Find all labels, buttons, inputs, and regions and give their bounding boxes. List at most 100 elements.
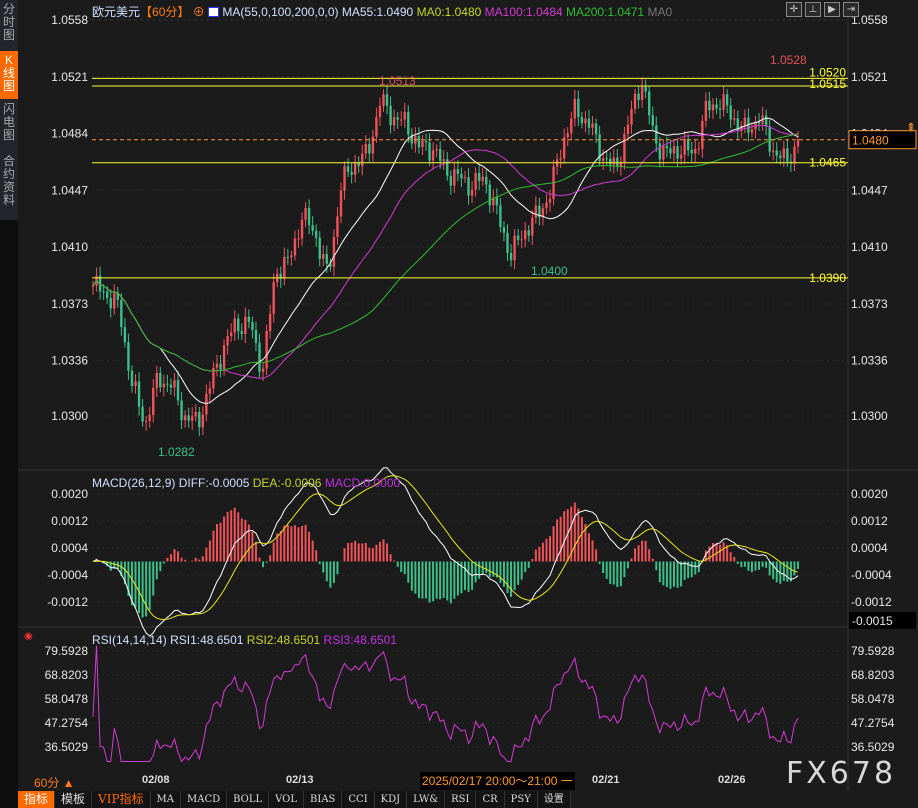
candle-body — [541, 208, 545, 218]
macd-y-tick-right: 0.0012 — [851, 514, 888, 528]
current-price-box — [848, 130, 917, 150]
jump-right-icon[interactable]: ⇥ — [843, 2, 859, 17]
candle-body — [120, 299, 123, 328]
candle-body — [750, 129, 754, 133]
candle-body — [509, 253, 513, 261]
candle-body — [573, 98, 577, 119]
tab-2[interactable]: VIP指标 — [92, 791, 151, 808]
candle-body — [637, 93, 640, 100]
candle-body — [304, 208, 307, 220]
rsi-y-tick-right: 58.0478 — [851, 692, 895, 706]
candle-body — [113, 293, 116, 309]
tab-0[interactable]: 指标 — [18, 791, 56, 808]
tab-4[interactable]: MACD — [180, 791, 228, 808]
tab-6[interactable]: VOL — [269, 791, 305, 808]
y-tick-left: 1.0558 — [51, 13, 88, 27]
candle-body — [495, 197, 499, 206]
sidebar-item-kline[interactable]: K线图 — [0, 51, 18, 99]
macd-y-tick-right: -0.0004 — [851, 568, 892, 582]
sidebar-item-timeshare[interactable]: 分时图 — [2, 2, 15, 42]
tab-10[interactable]: LW& — [407, 791, 446, 808]
candle-body — [570, 118, 573, 134]
candle-body — [630, 108, 633, 125]
candle-body — [591, 123, 594, 128]
y-tick-right: 1.0558 — [851, 13, 888, 27]
rsi-y-tick: 79.5928 — [45, 644, 89, 658]
sidebar-item-contract-info[interactable]: 合约资料 — [2, 154, 15, 207]
candle-body — [187, 415, 190, 421]
tab-3[interactable]: MA — [150, 791, 181, 808]
indicator-chart-icon[interactable] — [208, 7, 220, 17]
period-label[interactable]: 【60分】 — [140, 5, 190, 19]
candle-body — [247, 316, 251, 323]
add-icon[interactable]: ⊕ — [192, 5, 205, 19]
candle-body — [764, 115, 768, 127]
tab-11[interactable]: RSI — [445, 791, 477, 808]
play-icon[interactable]: ▶ — [824, 2, 840, 17]
candle-body — [609, 158, 612, 165]
candle-body — [623, 134, 626, 163]
candle-body — [534, 205, 538, 218]
rsi-y-tick-right: 79.5928 — [851, 644, 895, 658]
candle-body — [219, 363, 222, 370]
candle-body — [180, 400, 183, 421]
candle-body — [658, 143, 662, 160]
candle-body — [492, 197, 495, 206]
candle-body — [332, 236, 336, 267]
candle-body — [424, 140, 428, 143]
rsi-header: RSI(14,14,14) RSI1:48.6501 RSI2:48.6501 … — [92, 633, 397, 647]
settings-dot-icon[interactable]: ◉ — [24, 631, 33, 642]
candle-body — [162, 383, 166, 388]
zoom-range-icon[interactable]: ⊥ — [805, 2, 821, 17]
sidebar-item-flash[interactable]: 闪电图 — [2, 102, 15, 142]
candle-body — [662, 145, 665, 160]
candle-body — [435, 149, 438, 151]
x-tick: 02/26 — [718, 774, 746, 786]
candle-body — [782, 148, 786, 158]
candle-body — [283, 256, 286, 279]
tab-1[interactable]: 模板 — [55, 791, 93, 808]
candle-body — [297, 238, 300, 240]
candle-body — [644, 86, 647, 92]
candle-body — [201, 414, 205, 428]
candle-body — [449, 175, 453, 186]
tab-13[interactable]: PSY — [504, 791, 538, 808]
y-tick-left: 1.0300 — [51, 409, 88, 423]
macd-title: MACD(26,12,9) — [92, 476, 176, 490]
candle-body — [339, 190, 343, 217]
candle-body — [205, 393, 208, 415]
candle-body — [722, 94, 725, 110]
candle-body — [286, 256, 290, 258]
candle-body — [669, 148, 672, 154]
tab-12[interactable]: CR — [476, 791, 505, 808]
macd-y-tick-right: 0.0020 — [851, 487, 888, 501]
candle-body — [254, 330, 258, 343]
candle-body — [704, 100, 708, 121]
period-selector[interactable]: 60分 ▲ — [34, 776, 75, 790]
candle-body — [396, 117, 399, 120]
candle-body — [233, 318, 236, 333]
candle-body — [438, 149, 442, 161]
candle-body — [711, 104, 715, 111]
candle-body — [222, 345, 226, 370]
candle-body — [307, 208, 311, 226]
candle-body — [346, 166, 350, 172]
candle-body — [144, 420, 148, 422]
tab-5[interactable]: BOLL — [227, 791, 270, 808]
tab-14[interactable]: 设置 — [537, 791, 571, 808]
candle-body — [176, 380, 180, 401]
candle-body — [311, 225, 314, 231]
chart-canvas[interactable]: 1.05581.05581.05211.05211.04841.04841.04… — [0, 0, 918, 790]
tab-9[interactable]: KDJ — [374, 791, 408, 808]
y-tick-left: 1.0521 — [51, 70, 88, 84]
low2-label: 1.0400 — [531, 264, 568, 278]
tab-8[interactable]: CCI — [342, 791, 375, 808]
candle-body — [743, 117, 747, 126]
crosshair-icon[interactable]: ✛ — [786, 2, 802, 17]
macd-diff-line — [92, 467, 799, 637]
ma0-value: MA0:1.0480 — [416, 5, 482, 19]
candle-body — [392, 117, 396, 126]
candle-body — [548, 199, 552, 203]
tab-7[interactable]: BIAS — [304, 791, 343, 808]
macd-header: MACD(26,12,9) DIFF:-0.0005 DEA:-0.0006 M… — [92, 476, 400, 490]
